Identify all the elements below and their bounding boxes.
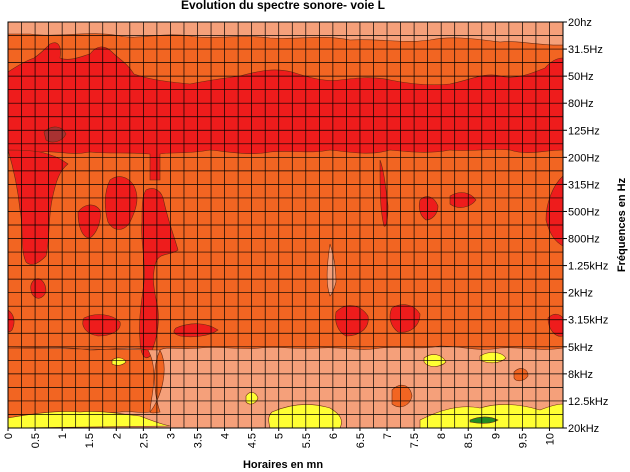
- heatmap-region-yellow-bottom-right: [419, 403, 564, 429]
- x-tick-label: 4.5: [247, 433, 259, 448]
- y-tick-label: 500Hz: [568, 206, 600, 218]
- y-tick-label: 50Hz: [568, 71, 594, 83]
- x-tick-label: 4: [220, 433, 232, 439]
- x-tick-label: 5: [274, 433, 286, 439]
- x-tick-label: 8.5: [463, 433, 475, 448]
- y-tick-label: 3.15kHz: [568, 315, 608, 327]
- plot-area: [7, 21, 564, 429]
- grid-lines: [8, 22, 563, 428]
- heatmap-region-red-band: [7, 42, 564, 181]
- heatmap-region-red-column-main: [139, 188, 179, 359]
- x-tick-label: 8: [436, 433, 448, 439]
- heatmap-region-green-bottom: [469, 416, 499, 424]
- heatmap-region-orange-blob-bottom: [391, 384, 413, 408]
- chart-title: Evolution du spectre sonore- voie L: [181, 0, 385, 12]
- x-tick-label: 3.5: [193, 433, 205, 448]
- x-tick-label: 0: [3, 433, 15, 439]
- x-tick-label: 1.5: [84, 433, 96, 448]
- heatmap-region-red-blob-far-right: [389, 304, 421, 333]
- x-tick-label: 2.5: [138, 433, 150, 448]
- y-tick-label: 5kHz: [568, 342, 593, 354]
- heatmap-region-red-streak-7: [379, 159, 389, 227]
- x-axis-tick-labels: 0 0.5 1 1.5 2 2.5 3 3.5 4 4.5 5 5.5 6 6.5 7 7.5 8 8.5 9 9.5…: [3, 428, 556, 448]
- heatmap-region-red-left-small: [30, 278, 47, 299]
- x-tick-label: 7.5: [409, 433, 421, 448]
- plot-border: [7, 21, 564, 429]
- y-tick-label: 31.5Hz: [568, 44, 603, 56]
- y-tick-label: 200Hz: [568, 152, 600, 164]
- y-tick-label: 125Hz: [568, 125, 600, 137]
- heatmap-region-yellow-blob-small: [111, 357, 127, 366]
- y-tick-label: 80Hz: [568, 98, 594, 110]
- y-tick-label: 12.5kHz: [568, 396, 608, 408]
- heatmap-region-orange-blob-9-5: [513, 368, 529, 382]
- x-tick-label: 5.5: [301, 433, 313, 448]
- y-tick-label: 1.25kHz: [568, 261, 608, 273]
- y-tick-label: 2kHz: [568, 288, 593, 300]
- heatmap-region-dark-red-spot: [43, 126, 67, 143]
- heatmap-region-top-salmon: [7, 21, 564, 46]
- x-tick-label: 6.5: [355, 433, 367, 448]
- y-axis-title: Fréquences en Hz: [616, 177, 628, 272]
- x-tick-label: 3: [165, 433, 177, 439]
- x-tick-label: 7: [382, 433, 394, 439]
- y-tick-label: 800Hz: [568, 234, 600, 246]
- x-tick-label: 1: [57, 433, 69, 439]
- x-axis-title: Horaires en mn: [243, 459, 323, 471]
- y-tick-label: 8kHz: [568, 369, 593, 381]
- x-tick-label: 10: [544, 433, 556, 445]
- x-tick-label: 2: [111, 433, 123, 439]
- heatmap-region-red-blob-edge-right: [545, 175, 564, 247]
- x-tick-label: 0.5: [30, 433, 42, 448]
- y-tick-label: 20hz: [568, 17, 592, 29]
- y-tick-label: 20kHz: [568, 423, 599, 435]
- x-tick-label: 9.5: [517, 433, 529, 448]
- heatmap-region-red-left-streak: [7, 149, 69, 265]
- heatmap-region-yellow-patch: [268, 404, 342, 429]
- x-tick-label: 9: [490, 433, 502, 439]
- y-tick-label: 315Hz: [568, 179, 600, 191]
- y-axis-tick-labels: 20hz 31.5Hz 50Hz 80Hz 125Hz 200Hz 315Hz 500Hz 80…: [563, 17, 608, 435]
- x-tick-label: 6: [328, 433, 340, 439]
